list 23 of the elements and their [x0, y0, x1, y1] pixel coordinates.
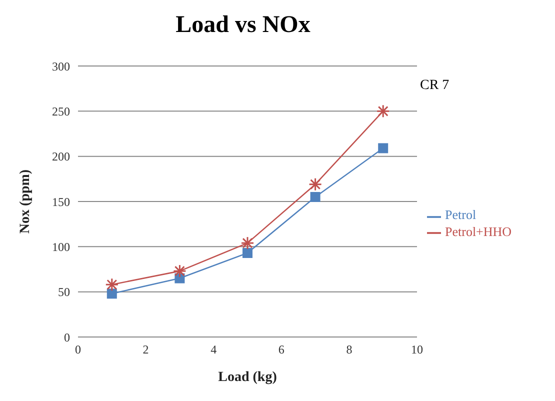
y-tick-label: 300: [52, 59, 70, 74]
x-tick-label: 10: [411, 342, 423, 357]
x-axis-title: Load (kg): [218, 370, 278, 385]
x-tick-label: 6: [278, 342, 284, 357]
point: [242, 248, 252, 258]
point: [310, 192, 320, 202]
y-axis-title: Nox (ppm): [18, 169, 33, 234]
y-tick-label: 100: [52, 240, 70, 254]
y-tick-label: 0: [64, 330, 70, 344]
x-tick-label: 0: [75, 342, 81, 357]
x-tick-label: 4: [210, 342, 217, 357]
point: [106, 288, 117, 299]
y-tick-label: 200: [52, 150, 70, 164]
chart-title: Load vs NOx: [174, 12, 312, 39]
point: [378, 143, 388, 154]
y-tick-label: 150: [52, 194, 70, 209]
x-tick-label: 8: [346, 342, 352, 357]
legend-label: Petrol: [445, 207, 476, 222]
text: CR 7: [420, 78, 450, 94]
x-tick-label: 2: [142, 342, 149, 357]
y-tick-label: 250: [52, 104, 70, 118]
y-tick-label: 50: [58, 285, 70, 300]
legend-label: Petrol+HHO: [445, 224, 512, 238]
